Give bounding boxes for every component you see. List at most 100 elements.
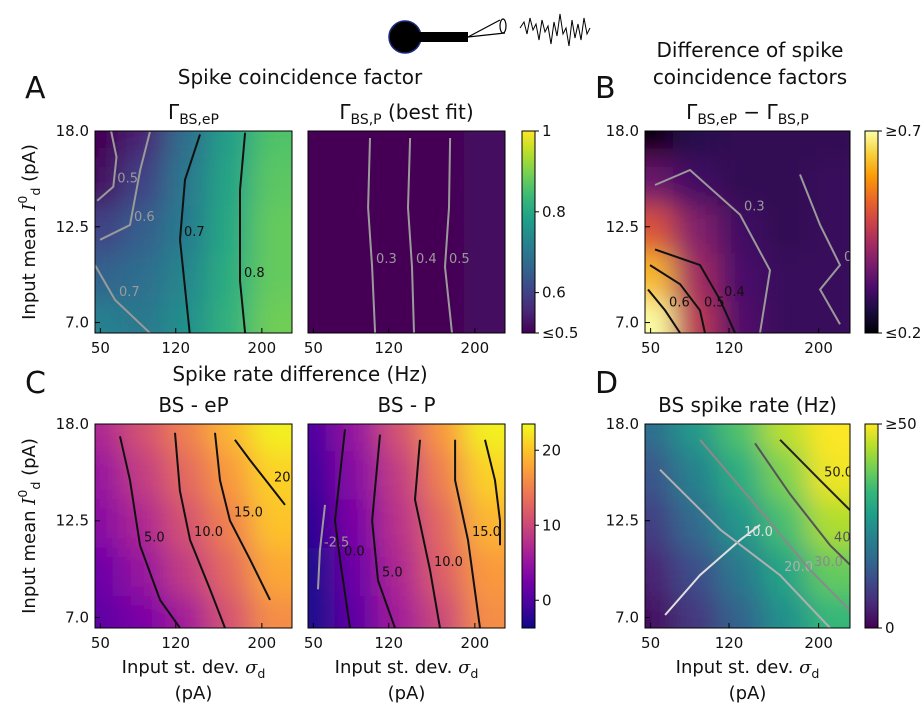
heatmap [645, 131, 850, 333]
contour-line [454, 439, 481, 628]
text-segment: I [19, 203, 40, 212]
heat-cell [95, 547, 123, 596]
y-tick-label: 7.0 [65, 608, 89, 626]
contour-line [371, 434, 396, 628]
heat-cell [377, 498, 422, 548]
heatmap [308, 131, 505, 333]
heat-cell [762, 547, 808, 596]
heat-cell [762, 131, 808, 158]
contour-line [649, 264, 706, 333]
heat-cell [121, 205, 166, 254]
heat-cell [464, 595, 505, 628]
text-segment: d [28, 482, 43, 490]
plot-area: -2.50.05.010.015.020.0 [308, 424, 505, 628]
text-segment: Γ [168, 100, 180, 124]
panel-letter: A [25, 71, 46, 106]
heat-cell [251, 547, 292, 596]
heat-cell [421, 131, 465, 158]
heat-cell [121, 300, 166, 333]
text-segment: σ [799, 657, 812, 678]
contour-line [119, 436, 181, 628]
contour-line [754, 442, 850, 566]
heat-cell [377, 131, 422, 158]
contour-line [174, 432, 226, 628]
text-segment: 0 [15, 490, 30, 498]
heat-cell [807, 157, 850, 206]
x-axis-label: Input st. dev. σd [122, 657, 266, 681]
x-tick-label: 200 [804, 634, 833, 652]
contour-label: 0.6 [669, 295, 690, 310]
plot-area: 10.020.0 30.040.050.0 [645, 424, 850, 628]
text-segment: Input st. dev. [335, 657, 458, 678]
heat-cell [164, 450, 209, 500]
text-segment: d [811, 666, 819, 681]
plot-area: 0.3 0.3 0.40.5 0.6 [645, 131, 850, 333]
heat-cell [645, 450, 674, 500]
text-segment: 0 [15, 196, 30, 204]
heat-cell [464, 424, 505, 451]
heat-cell [95, 252, 123, 302]
x-tick-label: 50 [91, 634, 110, 652]
panel-title: ΓBS,eP − ΓBS,P [686, 100, 809, 128]
colorbar-tick-label: 10 [542, 516, 561, 534]
x-tick-label: 50 [304, 339, 323, 357]
text-segment: (pA) [729, 683, 767, 704]
heat-cell [121, 157, 166, 206]
colorbar-tick-label: 0.8 [542, 203, 566, 221]
colorbar-tick-label: ≤0.5 [542, 324, 578, 342]
contour-label: 0.7 [184, 225, 205, 240]
heat-cell [421, 205, 465, 254]
x-tick-label: 120 [715, 339, 744, 357]
text-segment: d [28, 188, 43, 196]
heat-cell [308, 595, 336, 628]
heat-cell [673, 547, 719, 596]
text-segment: σ [458, 657, 471, 678]
heat-cell [645, 205, 674, 254]
heat-cell [645, 498, 674, 548]
panel-title: ΓBS,eP [168, 100, 219, 128]
contour-line [654, 168, 772, 333]
contour-line [443, 137, 453, 333]
x-tick-label: 120 [715, 634, 744, 652]
heat-cell [164, 547, 209, 596]
heat-cell [377, 450, 422, 500]
heat-cell [807, 498, 850, 548]
contour-line [484, 439, 501, 546]
y-tick-label: 12.5 [606, 218, 639, 236]
contour-line [317, 504, 326, 590]
heat-cell [645, 424, 674, 451]
heat-cell [334, 157, 379, 206]
heat-cell [762, 450, 808, 500]
contour-line [333, 429, 351, 628]
text-segment: BS,P [350, 112, 381, 128]
contour-line [239, 132, 247, 333]
heat-cell [673, 498, 719, 548]
panel-letter: D [595, 366, 618, 401]
colorbar-tick-label: ≥50 [885, 415, 917, 433]
contour-label: 15.0 [472, 525, 501, 540]
x-tick-label: 200 [461, 634, 490, 652]
heat-cell [121, 498, 166, 548]
heat-cell [421, 498, 465, 548]
text-segment: BS spike rate (Hz) [658, 393, 837, 417]
x-tick-label: 50 [641, 339, 660, 357]
heat-cell [673, 157, 719, 206]
y-axis-label: Input mean I0d (pA) [15, 438, 43, 614]
heat-cell [673, 131, 719, 158]
heat-cell [717, 157, 764, 206]
heat-cell [308, 424, 336, 451]
heat-cell [334, 595, 379, 628]
heat-cell [762, 595, 808, 628]
text-segment: Input mean [19, 211, 40, 320]
heat-cell [464, 300, 505, 333]
heat-cell [308, 300, 336, 333]
axes-frame [307, 423, 506, 629]
suptitle: Spike rate difference (Hz) [172, 362, 427, 386]
contour-line [95, 264, 151, 333]
heat-cell [164, 205, 209, 254]
axes-frame [644, 130, 851, 334]
heat-cell [251, 157, 292, 206]
y-tick-label: 7.0 [615, 608, 639, 626]
x-tick-label: 200 [461, 339, 490, 357]
